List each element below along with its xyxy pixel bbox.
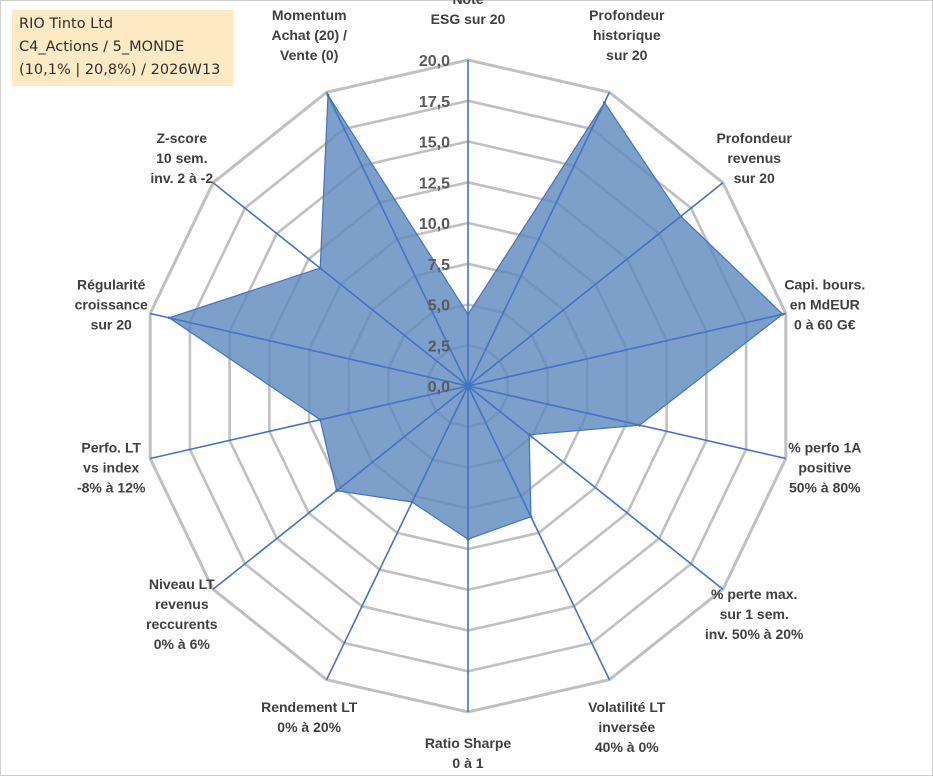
axis-spoke <box>325 385 469 681</box>
info-box: RIO Tinto Ltd C4_Actions / 5_MONDE (10,1… <box>12 10 233 86</box>
category-label: Z-score 10 sem. inv. 2 à -2 <box>150 130 213 186</box>
axis-spoke <box>212 385 469 590</box>
axis-spoke <box>467 91 611 387</box>
category-label: Rendement LT 0% à 20% <box>261 699 358 735</box>
tick-label: 17,5 <box>419 94 450 111</box>
tick-label: 20,0 <box>419 53 450 70</box>
category-label: % perfo 1A positive 50% à 80% <box>788 439 861 495</box>
category-label: NoteESG sur 20 <box>431 0 506 27</box>
data-point <box>326 93 330 97</box>
category-label: Capi. bours. en MdEUR 0 à 60 G€ <box>784 277 865 333</box>
data-point <box>781 312 785 316</box>
tick-label: 7,5 <box>428 257 450 274</box>
axis-spoke <box>467 385 724 590</box>
data-point <box>679 214 683 218</box>
axis-spoke <box>325 91 469 387</box>
axis-spoke <box>150 312 469 387</box>
axis-spoke <box>467 385 611 681</box>
category-label: Momentum Achat (20) / Vente (0) <box>271 7 347 63</box>
tick-label: 2,5 <box>428 338 450 355</box>
category-label: Niveau LT revenus reccurents 0% à 6% <box>146 576 218 652</box>
data-point <box>466 312 470 316</box>
tick-label: 0,0 <box>428 379 450 396</box>
info-line-period: (10,1% | 20,8%) / 2026W13 <box>19 62 221 78</box>
category-label: Perfo. LT vs index -8% à 12% <box>77 439 146 495</box>
info-line-company: RIO Tinto Ltd <box>19 16 114 32</box>
category-label: Régularité croissance sur 20 <box>75 277 148 333</box>
category-label: Ratio Sharpe 0 à 1 <box>425 735 512 771</box>
data-point <box>527 433 531 437</box>
tick-label: 10,0 <box>419 216 450 233</box>
category-label: % perte max. sur 1 sem. inv. 50% à 20% <box>705 586 804 642</box>
category-label: Profondeur historique sur 20 <box>589 7 665 63</box>
data-point <box>167 316 171 320</box>
data-point <box>410 500 414 504</box>
data-point <box>529 515 533 519</box>
tick-label: 12,5 <box>419 175 450 192</box>
data-point <box>638 423 642 427</box>
data-point <box>318 418 322 422</box>
category-label: Volatilité LT inversée 40% à 0% <box>588 699 666 755</box>
data-point <box>318 266 322 270</box>
data-point <box>603 101 606 105</box>
data-point <box>335 489 339 493</box>
info-line-portfolio: C4_Actions / 5_MONDE <box>19 39 185 55</box>
data-point <box>466 537 470 541</box>
axis-spoke <box>467 312 786 387</box>
category-label: Profondeur revenus sur 20 <box>716 130 792 186</box>
tick-label: 15,0 <box>419 135 450 152</box>
tick-label: 5,0 <box>428 298 450 315</box>
axis-spoke <box>150 385 469 460</box>
axis-spoke <box>212 182 469 387</box>
axis-spoke <box>467 385 786 460</box>
